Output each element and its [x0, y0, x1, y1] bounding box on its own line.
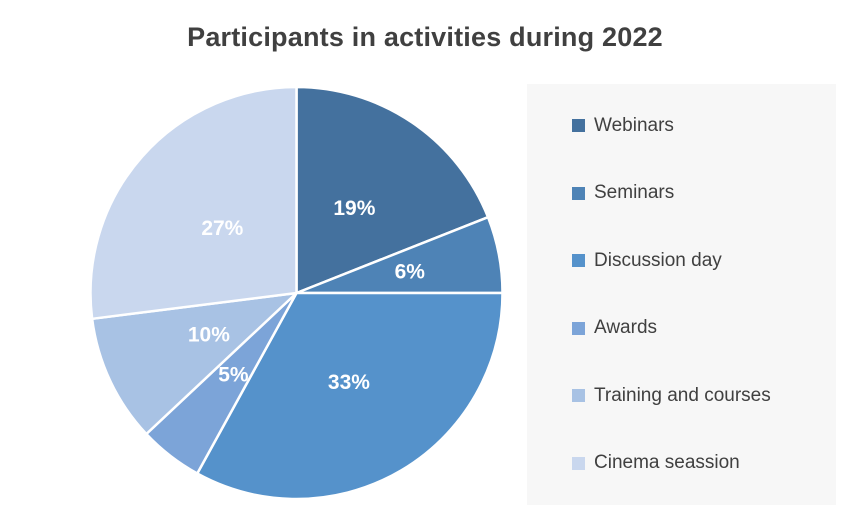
pie-slice-webinars: [295, 85, 490, 295]
pie-slice-training-and-courses: [90, 291, 298, 436]
legend-item: Cinema seassion: [527, 452, 836, 474]
legend-item: Discussion day: [527, 250, 836, 272]
legend-item: Seminars: [527, 182, 836, 204]
pie-slice-cinema-seassion: [89, 85, 298, 321]
legend-label: Awards: [594, 317, 658, 339]
slice-label: 5%: [218, 364, 249, 387]
legend-swatch-icon: [572, 321, 585, 335]
legend-label: Seminars: [594, 182, 675, 204]
chart-title: Participants in activities during 2022: [187, 22, 663, 52]
slice-label: 6%: [395, 261, 426, 284]
legend-label: Training and courses: [594, 384, 771, 406]
slice-label: 33%: [328, 371, 370, 394]
legend-swatch-icon: [572, 119, 585, 133]
legend-swatch-icon: [572, 389, 585, 403]
slice-label: 27%: [201, 217, 243, 240]
legend-label: Webinars: [594, 114, 674, 136]
slice-label: 10%: [188, 324, 230, 347]
legend-item: Webinars: [527, 115, 836, 137]
legend-item: Training and courses: [527, 385, 836, 407]
legend-swatch-icon: [572, 186, 585, 200]
pie-slice-discussion-day: [196, 291, 504, 501]
legend-label: Discussion day: [594, 249, 722, 271]
legend: Webinars Seminars Discussion day Awards Trai…: [527, 84, 836, 505]
slice-label: 19%: [333, 197, 375, 220]
legend-label: Cinema seassion: [594, 452, 740, 474]
legend-swatch-icon: [572, 456, 585, 470]
legend-swatch-icon: [572, 254, 585, 268]
legend-item: Awards: [527, 317, 836, 339]
